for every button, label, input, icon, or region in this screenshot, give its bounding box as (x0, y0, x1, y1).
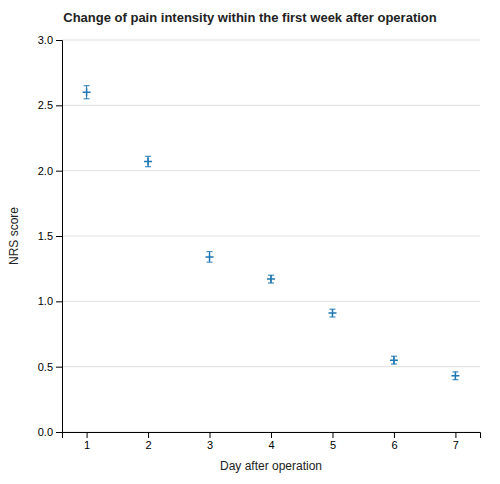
y-axis: 0.0 0.5 1.0 1.5 2.0 2.5 3.0 (38, 34, 63, 438)
y-tick-mark (56, 432, 62, 433)
point (206, 253, 214, 261)
x-tick-label: 7 (453, 439, 459, 451)
error-bar (84, 86, 90, 99)
y-tick-mark (56, 236, 62, 237)
x-tick-label: 1 (84, 439, 90, 451)
y-tick: 0.0 (38, 426, 62, 438)
y-tick: 2.5 (38, 99, 62, 111)
x-tick-mark (455, 432, 456, 438)
y-tick-label: 2.0 (38, 165, 53, 177)
x-axis-line (63, 433, 481, 439)
x-tick-mark (332, 432, 333, 438)
error-bar (452, 372, 458, 380)
y-tick-label: 1.0 (38, 295, 53, 307)
y-tick-label: 3.0 (38, 34, 53, 46)
x-tick-label: 5 (330, 439, 336, 451)
error-bar (329, 309, 335, 317)
x-tick-label: 3 (207, 439, 213, 451)
x-axis: 1 2 3 4 5 6 7 (63, 432, 481, 451)
x-tick-mark (394, 432, 395, 438)
y-tick: 1.5 (38, 230, 62, 242)
x-tick-label: 6 (391, 439, 397, 451)
x-tick-mark (148, 432, 149, 438)
y-tick-mark (56, 40, 62, 41)
grid-line (62, 105, 480, 106)
x-tick: 3 (207, 432, 213, 451)
marks (83, 86, 460, 380)
x-tick: 6 (391, 432, 397, 451)
chart: 1 2 3 4 5 6 7 0.0 0.5 1.0 1.5 2.0 2.5 3.0 Change of pa… (0, 0, 500, 484)
grid-line (62, 301, 480, 302)
x-tick-mark (87, 432, 88, 438)
y-tick: 0.5 (38, 361, 62, 373)
y-tick-label: 1.5 (38, 230, 53, 242)
point (144, 158, 152, 166)
grid-line (62, 236, 480, 237)
grid-line (62, 170, 480, 171)
x-tick: 5 (330, 432, 336, 451)
y-tick-mark (56, 301, 62, 302)
grid-line (62, 40, 480, 41)
y-tick: 2.0 (38, 165, 62, 177)
y-tick-mark (56, 105, 62, 106)
y-tick-label: 0.0 (38, 426, 53, 438)
x-tick-mark (210, 432, 211, 438)
point (267, 275, 275, 283)
error-bar (145, 156, 151, 166)
error-bar (391, 356, 397, 364)
y-tick-label: 2.5 (38, 99, 53, 111)
grid (62, 40, 480, 432)
grid-line (62, 366, 480, 367)
x-tick-label: 4 (268, 439, 274, 451)
error-bar (268, 275, 274, 283)
x-tick: 7 (453, 432, 459, 451)
point (451, 372, 459, 380)
y-tick-mark (56, 367, 62, 368)
y-tick: 1.0 (38, 295, 62, 307)
y-tick-label: 0.5 (38, 361, 53, 373)
error-bar (207, 252, 213, 262)
point (83, 88, 91, 96)
x-tick: 1 (84, 432, 90, 451)
point (328, 309, 336, 317)
point (390, 356, 398, 364)
x-axis-title: Day after operation (220, 459, 322, 473)
y-axis-line (56, 41, 63, 433)
y-tick: 3.0 (38, 34, 62, 46)
x-tick: 4 (268, 432, 274, 451)
x-tick-mark (271, 432, 272, 438)
x-tick-label: 2 (145, 439, 151, 451)
y-axis-title: NRS score (7, 207, 21, 265)
title: Change of pain intensity within the firs… (63, 10, 436, 25)
x-tick: 2 (145, 432, 151, 451)
y-tick-mark (56, 171, 62, 172)
